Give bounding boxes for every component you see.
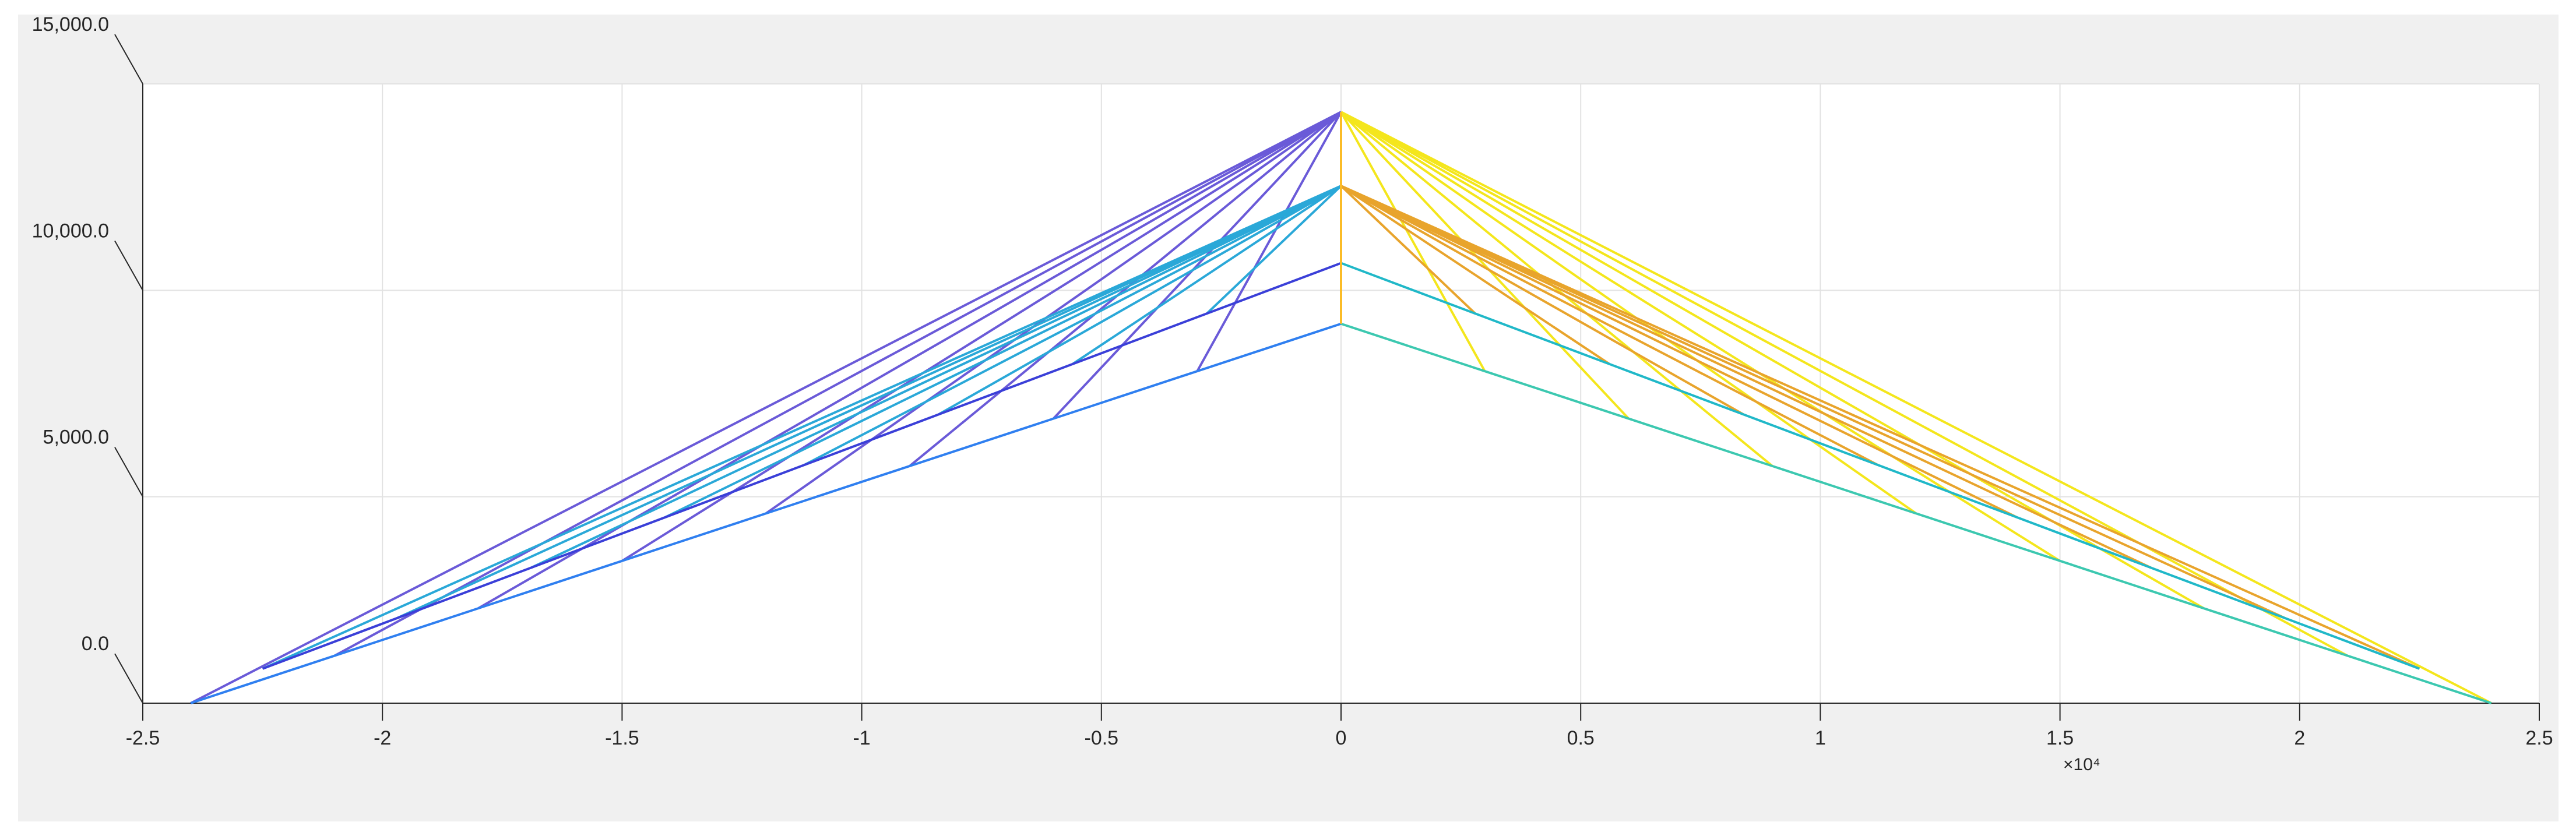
x-tick-label: 0 bbox=[1336, 727, 1347, 749]
y-tick-label: 5,000.0 bbox=[43, 426, 109, 449]
x-tick-label: -2 bbox=[374, 727, 391, 749]
y-tick-label: 10,000.0 bbox=[32, 220, 109, 242]
x-tick-label: -1 bbox=[853, 727, 870, 749]
x-tick-label: -1.5 bbox=[605, 727, 639, 749]
y-tick-mark bbox=[114, 34, 143, 84]
series-line bbox=[1340, 262, 2420, 670]
series-line bbox=[262, 185, 1342, 670]
y-tick-mark bbox=[114, 653, 143, 704]
y-tick-label: 0.0 bbox=[82, 633, 109, 655]
y-tick-label: 15,000.0 bbox=[32, 13, 109, 36]
y-tick-mark bbox=[114, 240, 143, 291]
x-tick-label: -2.5 bbox=[126, 727, 160, 749]
series-line bbox=[190, 322, 1342, 704]
y-tick-mark bbox=[114, 447, 143, 498]
x-tick-label: -0.5 bbox=[1085, 727, 1119, 749]
series-line bbox=[1340, 185, 2420, 670]
series-line bbox=[1340, 111, 2492, 704]
x-tick-label: 2 bbox=[2294, 727, 2305, 749]
x-tick-label: 2.5 bbox=[2525, 727, 2553, 749]
x-tick-label: 1.5 bbox=[2046, 727, 2074, 749]
series-line bbox=[190, 111, 1342, 704]
x-tick-label: 1 bbox=[1815, 727, 1826, 749]
series-line bbox=[262, 262, 1342, 670]
x-exponent-label: ×10⁴ bbox=[2063, 755, 2100, 774]
x-tick-label: 0.5 bbox=[1567, 727, 1595, 749]
series-line bbox=[1340, 322, 2492, 704]
